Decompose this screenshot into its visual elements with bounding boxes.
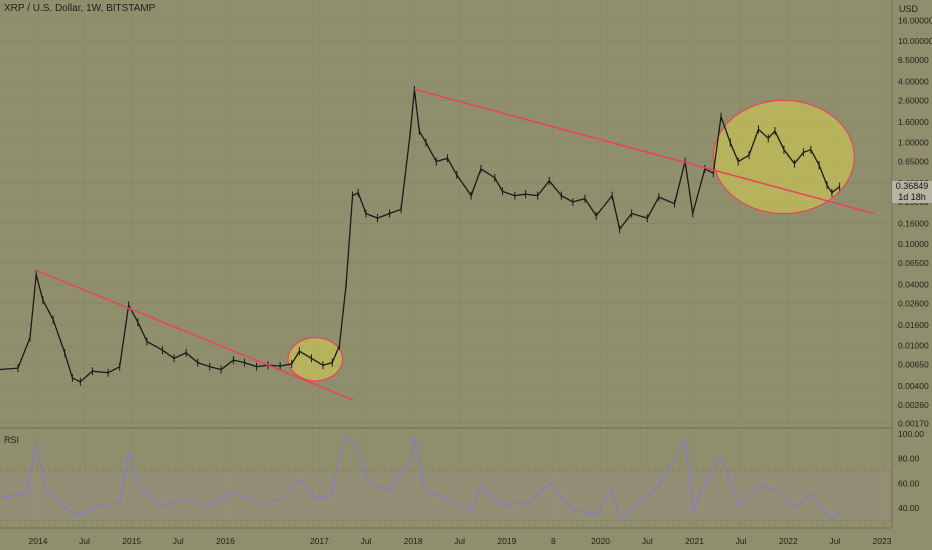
- rsi-tick-label: 80.00: [898, 454, 920, 464]
- price-tick-label: 0.65000: [898, 157, 929, 167]
- highlight-ellipse[interactable]: [712, 99, 855, 215]
- price-tick-label: 0.06500: [898, 258, 929, 268]
- trendline[interactable]: [414, 88, 875, 215]
- time-tick-label: 2020: [591, 536, 610, 546]
- time-tick-label: 2018: [404, 536, 423, 546]
- price-tick-label: 4.00000: [898, 76, 929, 86]
- time-tick-label: 2017: [310, 536, 329, 546]
- bar-countdown: 1d 18h: [898, 192, 926, 202]
- time-tick-label: 2015: [122, 536, 141, 546]
- price-tick-label: 0.01000: [898, 341, 929, 351]
- price-tick-label: 0.16000: [898, 218, 929, 228]
- rsi-tick-label: 60.00: [898, 478, 920, 488]
- symbol-title[interactable]: XRP / U.S. Dollar, 1W, BITSTAMP: [4, 3, 156, 14]
- highlight-ellipse[interactable]: [287, 336, 344, 382]
- price-tick-label: 0.04000: [898, 279, 929, 289]
- price-tick-label: 0.00170: [898, 419, 929, 429]
- time-tick-label: Jul: [829, 536, 840, 546]
- currency-label: USD: [899, 4, 919, 14]
- price-tick-label: 6.50000: [898, 55, 929, 65]
- time-tick-label: Jul: [79, 536, 90, 546]
- price-tick-label: 0.00650: [898, 360, 929, 370]
- time-tick-label: 2021: [685, 536, 704, 546]
- price-tick-label: 2.60000: [898, 95, 929, 105]
- current-price-badge: 0.36849 1d 18h: [892, 181, 932, 203]
- time-tick-label: Jul: [454, 536, 465, 546]
- price-tick-label: 0.00400: [898, 381, 929, 391]
- time-tick-label: 2023: [873, 536, 892, 546]
- price-tick-label: 0.02600: [898, 298, 929, 308]
- time-tick-label: 2014: [29, 536, 48, 546]
- price-tick-label: 1.60000: [898, 117, 929, 127]
- current-price: 0.36849: [895, 181, 929, 191]
- rsi-series-line[interactable]: [0, 435, 841, 522]
- rsi-tick-label: 100.00: [898, 429, 924, 439]
- time-tick-label: 2022: [779, 536, 798, 546]
- price-tick-label: 0.00260: [898, 400, 929, 410]
- time-axis[interactable]: 2014 Jul 2015 Jul 2016 2017 Jul 2018 Jul 2019 8 202…: [0, 527, 892, 546]
- rsi-indicator-label[interactable]: RSI: [4, 435, 20, 445]
- rsi-band: [0, 471, 892, 521]
- price-tick-label: 0.10000: [898, 239, 929, 249]
- rsi-tick-label: 40.00: [898, 503, 920, 513]
- time-tick-label: Jul: [173, 536, 184, 546]
- time-tick-label: 8: [551, 536, 556, 546]
- price-tick-label: 0.01600: [898, 320, 929, 330]
- price-tick-label: 10.00000: [898, 36, 932, 46]
- rsi-axis: 100.00 80.00 60.00 40.00: [898, 429, 924, 513]
- price-pane[interactable]: [0, 0, 892, 528]
- rsi-pane[interactable]: [0, 435, 892, 522]
- price-tick-label: 1.00000: [898, 138, 929, 148]
- time-tick-label: Jul: [360, 536, 371, 546]
- time-tick-label: 2016: [216, 536, 235, 546]
- trendline[interactable]: [35, 269, 355, 401]
- time-tick-label: 2019: [497, 536, 516, 546]
- time-tick-label: Jul: [736, 536, 747, 546]
- time-tick-label: Jul: [642, 536, 653, 546]
- price-tick-label: 16.00000: [898, 15, 932, 25]
